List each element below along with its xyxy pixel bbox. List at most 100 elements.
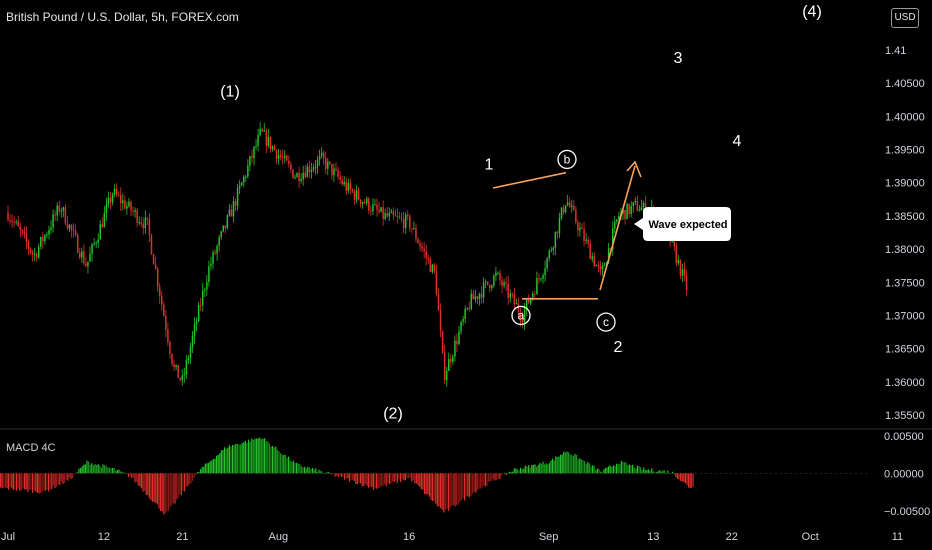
macd-bar	[462, 473, 464, 499]
macd-bar	[187, 473, 189, 487]
candle-body	[122, 200, 124, 204]
candle-body	[318, 156, 321, 160]
candle-body	[58, 205, 60, 212]
macd-bar	[83, 464, 85, 474]
candle-body	[238, 185, 241, 189]
candle-body	[542, 275, 544, 279]
candle-body	[240, 182, 243, 186]
candle-body	[89, 253, 91, 262]
macd-bar	[145, 473, 147, 496]
candle-body	[158, 286, 161, 297]
candle-body	[462, 319, 464, 322]
macd-bar	[323, 473, 325, 474]
macd-bar	[113, 468, 115, 474]
macd-bar	[200, 469, 202, 474]
macd-bar	[542, 461, 544, 474]
candle-body	[468, 308, 470, 310]
macd-bar	[328, 471, 330, 474]
candle-body	[212, 252, 214, 264]
macd-bar	[561, 454, 563, 474]
macd-bar	[369, 473, 371, 487]
candle-body	[9, 219, 11, 221]
macd-bar	[115, 470, 117, 474]
candle-body	[273, 146, 276, 150]
candle-body	[97, 239, 99, 243]
candle-body	[140, 222, 142, 224]
expected-arrow-line	[599, 165, 636, 291]
candle-body	[220, 231, 222, 238]
chart-title: British Pound / U.S. Dollar, 5h, FOREX.c…	[6, 10, 239, 24]
macd-bar	[299, 463, 301, 474]
macd-indicator-label[interactable]: MACD 4C	[6, 442, 56, 454]
candle-body	[284, 155, 286, 159]
candle-body	[93, 243, 95, 245]
candle-body	[489, 284, 491, 289]
macd-bar	[598, 469, 600, 474]
macd-bar	[310, 469, 312, 474]
candle-body	[13, 221, 15, 223]
macd-bar	[252, 439, 254, 474]
y-tick-label: 1.39500	[885, 144, 925, 156]
x-tick-label: 11	[892, 531, 903, 543]
macd-bar	[166, 473, 168, 512]
macd-bar	[220, 450, 222, 474]
candle-body	[288, 160, 290, 165]
macd-bar	[230, 446, 232, 474]
candle-body	[618, 215, 620, 220]
macd-bar	[75, 473, 77, 474]
macd-bar	[196, 472, 198, 474]
macd-bar	[203, 466, 205, 474]
currency-button[interactable]: USD	[891, 8, 919, 28]
candle-body	[128, 201, 130, 207]
macd-bar	[363, 473, 365, 487]
macd-bar	[670, 473, 672, 474]
macd-bar	[73, 473, 75, 474]
macd-bar	[97, 464, 99, 474]
macd-bar	[150, 473, 152, 501]
macd-bar	[492, 473, 494, 480]
candle-body	[374, 204, 376, 206]
candle-body	[566, 202, 569, 206]
macd-bar	[171, 473, 173, 505]
candle-body	[115, 188, 118, 195]
candle-body	[400, 217, 403, 219]
candle-body	[181, 375, 183, 380]
macd-bar	[243, 442, 245, 474]
chart-grid	[0, 428, 932, 474]
macd-bar	[283, 454, 285, 474]
wave-label-w2: (2)	[383, 405, 403, 422]
macd-bar	[256, 438, 258, 474]
macd-bar	[38, 473, 40, 494]
macd-bar	[491, 473, 493, 481]
candle-body	[152, 254, 155, 265]
macd-bar	[401, 473, 403, 480]
candle-body	[320, 152, 323, 157]
macd-bar	[139, 473, 141, 487]
macd-bar	[537, 465, 539, 474]
candle-body	[64, 207, 67, 224]
macd-bar	[518, 470, 520, 474]
candle-body	[300, 179, 302, 182]
candle-body	[83, 251, 85, 264]
macd-bar	[556, 456, 558, 474]
candle-body	[156, 268, 159, 287]
y-tick-label: 1.39000	[885, 178, 925, 190]
macd-bar	[449, 473, 451, 508]
wave-label-s4: 4	[733, 133, 742, 150]
candle-body	[294, 177, 296, 179]
macd-bar	[508, 471, 510, 474]
candle-body	[298, 173, 300, 182]
candle-body	[167, 329, 169, 343]
macd-bar	[539, 463, 541, 474]
macd-bar	[360, 473, 362, 484]
candles	[7, 122, 688, 387]
macd-bar	[172, 473, 174, 504]
macd-bar	[465, 473, 467, 497]
macd-bar	[588, 463, 590, 474]
macd-bar	[232, 445, 234, 474]
macd-bar	[102, 464, 104, 474]
candle-body	[228, 209, 231, 216]
candle-body	[304, 172, 306, 178]
candle-body	[230, 209, 233, 217]
